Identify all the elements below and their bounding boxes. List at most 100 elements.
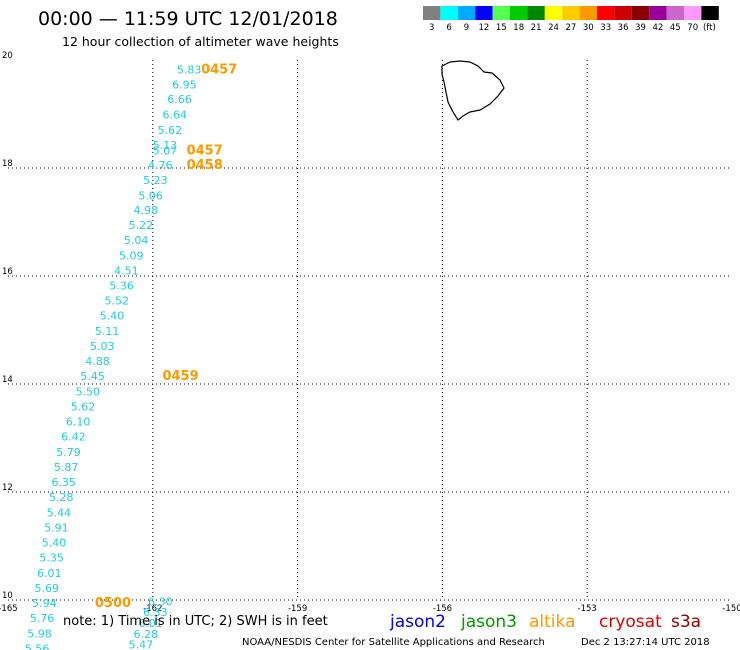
wave-height-value: 5.22 xyxy=(129,219,154,232)
longitude-tick-label: -150 xyxy=(722,604,740,614)
color-scale-unit: (ft) xyxy=(703,23,716,33)
color-swatch xyxy=(684,6,702,20)
page-subtitle: 12 hour collection of altimeter wave hei… xyxy=(62,34,339,49)
wave-height-value: 5.47 xyxy=(129,639,154,650)
color-swatch xyxy=(510,6,528,20)
wave-height-value: 6.42 xyxy=(61,431,86,444)
wave-height-value: 5.45 xyxy=(80,370,105,383)
wave-height-value: 5.09 xyxy=(119,249,144,262)
color-swatch xyxy=(701,6,719,20)
wave-height-value: 4.76 xyxy=(148,159,173,172)
color-scale-tick-label: 9 xyxy=(464,23,469,33)
wave-height-value: 6.66 xyxy=(167,93,192,106)
color-swatch xyxy=(440,6,458,20)
footer-credit: NOAA/NESDIS Center for Satellite Applica… xyxy=(242,637,545,648)
color-scale-tick-label: 33 xyxy=(600,23,611,33)
wave-height-value: 6.30 xyxy=(148,595,173,608)
latitude-tick-label: 12 xyxy=(2,483,13,493)
wave-height-value: 5.98 xyxy=(27,627,52,640)
island-coastline-outline xyxy=(441,60,505,121)
color-scale-tick-label: 70 xyxy=(687,23,698,33)
satellite-legend-item: jason3 xyxy=(460,612,517,632)
wave-height-value: 6.10 xyxy=(66,416,91,429)
wave-height-value: 5.40 xyxy=(42,537,67,550)
time-label: 0457 xyxy=(187,144,223,159)
satellite-legend-item: s3a xyxy=(671,612,701,632)
wave-height-value: 5.06 xyxy=(138,189,163,202)
color-swatch xyxy=(492,6,510,20)
satellite-legend-item: jason2 xyxy=(389,612,446,632)
time-label: 0457 xyxy=(201,63,237,78)
wave-height-value: 5.44 xyxy=(47,506,72,519)
wave-height-value: 5.69 xyxy=(35,582,60,595)
wave-height-value: 6.33 xyxy=(143,606,168,619)
wave-height-value: 5.52 xyxy=(105,295,129,308)
lat-lon-grid: -165 -162 -159 -156 -153 -150 10 12 14 16 18 20 xyxy=(0,51,740,614)
wave-height-value: 4.51 xyxy=(114,264,139,277)
latitude-tick-label: 14 xyxy=(2,375,13,385)
wave-height-value: 5.76 xyxy=(30,612,55,625)
color-swatch xyxy=(579,6,597,20)
color-scale-tick-label: 24 xyxy=(548,23,559,33)
page-title: 00:00 — 11:59 UTC 12/01/2018 xyxy=(38,8,338,30)
color-scale-tick-label: 3 xyxy=(429,23,434,33)
time-label: 0500 xyxy=(95,596,131,611)
color-swatch xyxy=(562,6,580,20)
wave-height-track: 5.83 6.956.66 6.64 5.62 5.135.074.76 5.23 5.06… xyxy=(25,64,202,650)
color-swatch xyxy=(544,6,563,20)
time-labels: 045704570458045905001159 xyxy=(95,63,237,650)
color-scale-tick-label: 27 xyxy=(565,23,576,33)
latitude-tick-label: 20 xyxy=(2,51,13,61)
longitude-tick-label: -162 xyxy=(143,604,162,614)
wave-height-value: 6.35 xyxy=(51,476,76,489)
longitude-tick-label: -156 xyxy=(433,604,452,614)
footer-note: note: 1) Time is in UTC; 2) SWH is in fe… xyxy=(63,614,328,629)
latitude-tick-label: 16 xyxy=(2,267,13,277)
wave-height-value: 5.50 xyxy=(76,385,101,398)
color-scale-tick-label: 6 xyxy=(446,23,451,33)
color-swatch xyxy=(666,6,684,20)
wave-height-value: 5.35 xyxy=(39,552,64,565)
footer-timestamp: Dec 2 13:27:14 UTC 2018 xyxy=(581,637,710,648)
time-label: 0459 xyxy=(162,369,198,384)
color-swatch xyxy=(597,6,615,20)
wave-height-value: 5.28 xyxy=(49,491,74,504)
wave-height-value: 5.87 xyxy=(54,461,79,474)
color-scale-tick-label: 30 xyxy=(583,23,594,33)
satellite-legend-item: altika xyxy=(529,612,576,632)
wave-height-value: 4.98 xyxy=(133,204,158,217)
wave-height-value: 5.07 xyxy=(153,145,178,158)
wave-height-value: 5.11 xyxy=(95,325,120,338)
color-scale-tick-label: 18 xyxy=(513,23,524,33)
color-swatch xyxy=(423,6,441,20)
latitude-tick-label: 10 xyxy=(2,591,13,601)
wave-height-value: 6.64 xyxy=(162,108,187,121)
wave-height-value: 5.04 xyxy=(124,234,149,247)
color-swatch xyxy=(649,6,667,20)
color-scale-tick-label: 45 xyxy=(670,23,681,33)
wave-height-value: 6.95 xyxy=(172,79,197,92)
color-scale-tick-label: 42 xyxy=(652,23,663,33)
longitude-tick-label: -165 xyxy=(0,604,18,614)
longitude-tick-label: -159 xyxy=(288,604,307,614)
wave-height-value: 5.94 xyxy=(32,597,57,610)
wave-height-value: 5.23 xyxy=(143,174,168,187)
color-scale-legend: 3 6 9 12 15 18 21 24 27 30 33 36 39 42 45 70 (ft) xyxy=(423,6,719,33)
wave-height-value: 5.03 xyxy=(90,340,115,353)
color-swatch xyxy=(631,6,650,20)
wave-height-value: 6.01 xyxy=(37,567,62,580)
color-scale-tick-label: 21 xyxy=(531,23,542,33)
longitude-tick-label: -153 xyxy=(578,604,597,614)
wave-height-value: 6.01 xyxy=(138,617,163,630)
satellite-legend: jason2 jason3 altika cryosat s3a xyxy=(389,612,701,632)
wave-height-value: 5.36 xyxy=(109,280,134,293)
color-swatch xyxy=(614,6,632,20)
wave-height-value: 5.91 xyxy=(44,521,68,534)
wave-height-value: 5.40 xyxy=(100,310,125,323)
satellite-legend-item: cryosat xyxy=(599,612,662,632)
time-label: 0458 xyxy=(187,158,223,173)
color-swatch xyxy=(457,6,476,20)
color-scale-tick-label: 36 xyxy=(618,23,629,33)
latitude-tick-label: 18 xyxy=(2,159,13,169)
